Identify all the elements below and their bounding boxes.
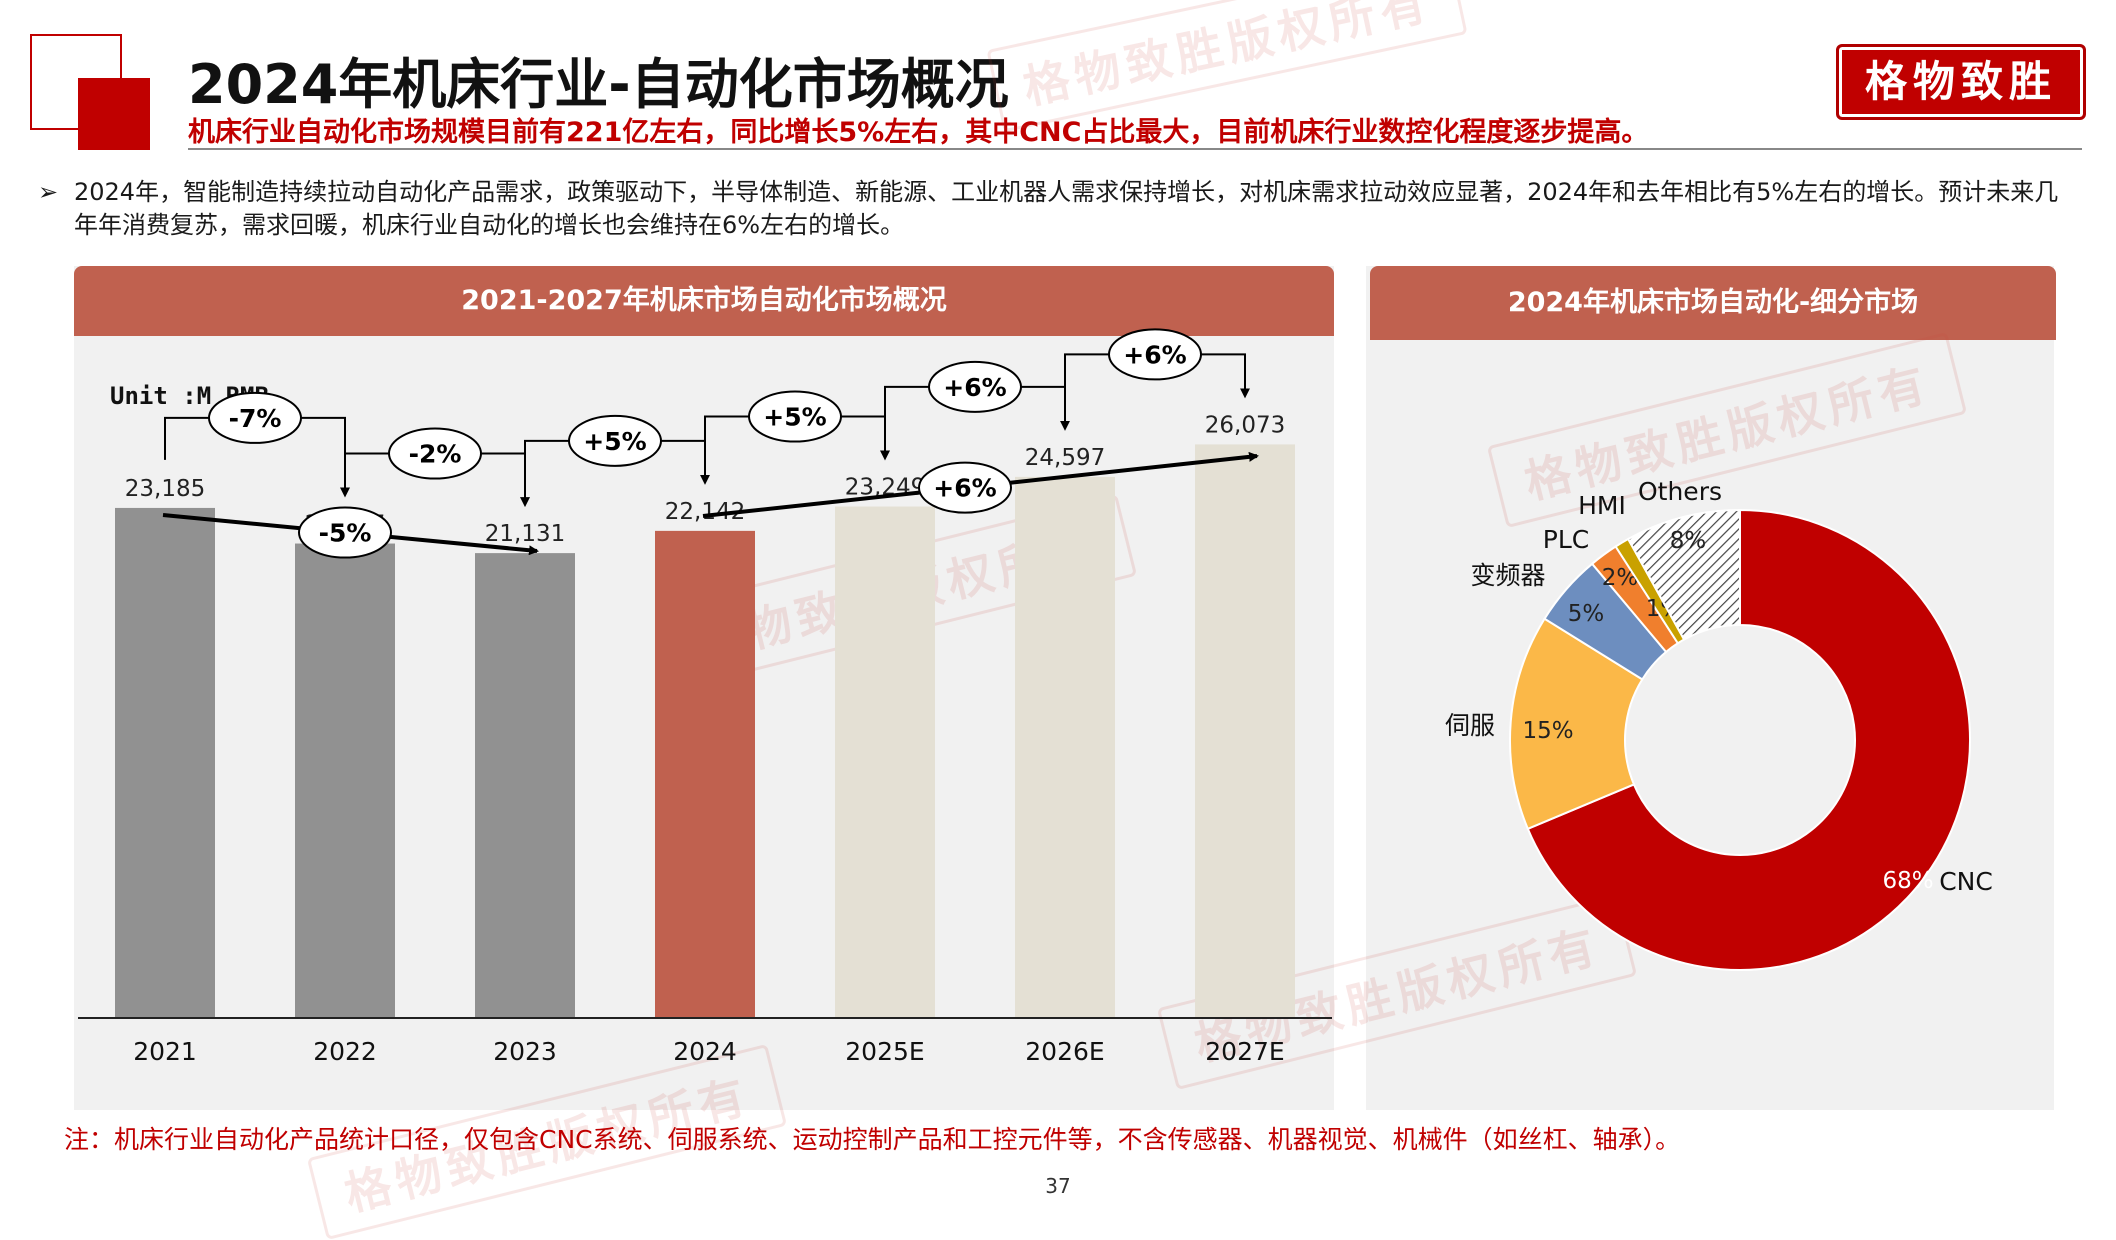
bar-value-label: 26,073 <box>1205 412 1285 438</box>
bar <box>655 530 755 1018</box>
x-tick-label: 2022 <box>313 1037 377 1066</box>
growth-label: +5% <box>583 427 646 456</box>
x-tick-label: 2027E <box>1205 1037 1284 1066</box>
growth-label: +6% <box>943 373 1006 402</box>
donut-slice <box>1526 508 1971 971</box>
growth-label-oval <box>1108 328 1202 381</box>
logo-text: 格物致胜 <box>1864 57 2057 106</box>
growth-label-oval <box>928 360 1022 413</box>
summary-bullet: ➢ 2024年，智能制造持续拉动自动化产品需求，政策驱动下，半导体制造、新能源、… <box>38 176 2078 246</box>
donut-chart-panel-header: 2024年机床市场自动化-细分市场 <box>1370 266 2056 340</box>
bar <box>1015 476 1115 1019</box>
x-tick-label: 2021 <box>133 1037 197 1066</box>
slice-name-label: CNC <box>1939 867 1993 896</box>
slice-value-label: 5% <box>1568 601 1605 627</box>
bar <box>835 506 935 1018</box>
page-number: 37 <box>1045 1174 1071 1198</box>
bar <box>475 553 575 1018</box>
summary-text: 2024年，智能制造持续拉动自动化产品需求，政策驱动下，半导体制造、新能源、工业… <box>74 178 2059 239</box>
slice-value-label: 68% <box>1882 868 1933 894</box>
bar-value-label: 23,185 <box>125 476 205 502</box>
slice-name-label: 变频器 <box>1470 561 1545 590</box>
x-tick-label: 2024 <box>673 1037 737 1066</box>
x-tick-label: 2025E <box>845 1037 924 1066</box>
brand-logo: 格物致胜 <box>1836 44 2086 120</box>
slice-name-label: 伺服 <box>1445 711 1495 740</box>
growth-label-oval <box>568 414 662 467</box>
donut-slice <box>1626 508 1741 641</box>
trend-label-oval <box>298 506 392 559</box>
donut-chart-title: 2024年机床市场自动化-细分市场 <box>1507 287 1919 318</box>
growth-label-oval <box>748 390 842 443</box>
trend-label: -5% <box>319 519 372 548</box>
page-title: 2024年机床行业-自动化市场概况 <box>188 53 1009 116</box>
x-tick-label: 2026E <box>1025 1037 1104 1066</box>
slice-name-label: HMI <box>1578 491 1626 520</box>
slice-name-label: Others <box>1638 477 1722 506</box>
bar-chart-panel-header: 2021-2027年机床市场自动化市场概况 <box>74 266 1334 336</box>
growth-label: +6% <box>1123 340 1186 369</box>
bar-value-label: 21,131 <box>485 521 565 547</box>
donut-slice <box>1509 617 1644 831</box>
trend-label-oval <box>918 461 1012 514</box>
growth-label: -7% <box>229 404 282 433</box>
footnote: 注：机床行业自动化产品统计口径，仅包含CNC系统、伺服系统、运动控制产品和工控元… <box>64 1125 1681 1154</box>
growth-label: +5% <box>763 403 826 432</box>
bar-value-label: 24,597 <box>1025 445 1105 471</box>
bar <box>1195 444 1295 1018</box>
page-subtitle: 机床行业自动化市场规模目前有221亿左右，同比增长5%左右，其中CNC占比最大，… <box>188 117 1649 148</box>
growth-label-oval <box>208 391 302 444</box>
growth-label: -2% <box>409 440 462 469</box>
bullet-arrow-icon: ➢ <box>38 178 59 206</box>
bar <box>295 543 395 1018</box>
slice-name-label: PLC <box>1543 525 1589 554</box>
bar-chart-title: 2021-2027年机床市场自动化市场概况 <box>461 285 947 316</box>
corner-filled-square <box>78 78 150 150</box>
growth-label-oval <box>388 427 482 480</box>
header-rule <box>188 148 2082 150</box>
bar <box>115 507 215 1018</box>
slice-value-label: 15% <box>1522 718 1573 744</box>
x-tick-label: 2023 <box>493 1037 557 1066</box>
charts-canvas: 23,185202121,567202221,131202322,1422024… <box>78 328 1993 1066</box>
slice-value-label: 8% <box>1670 528 1707 554</box>
trend-label: +6% <box>933 474 996 503</box>
